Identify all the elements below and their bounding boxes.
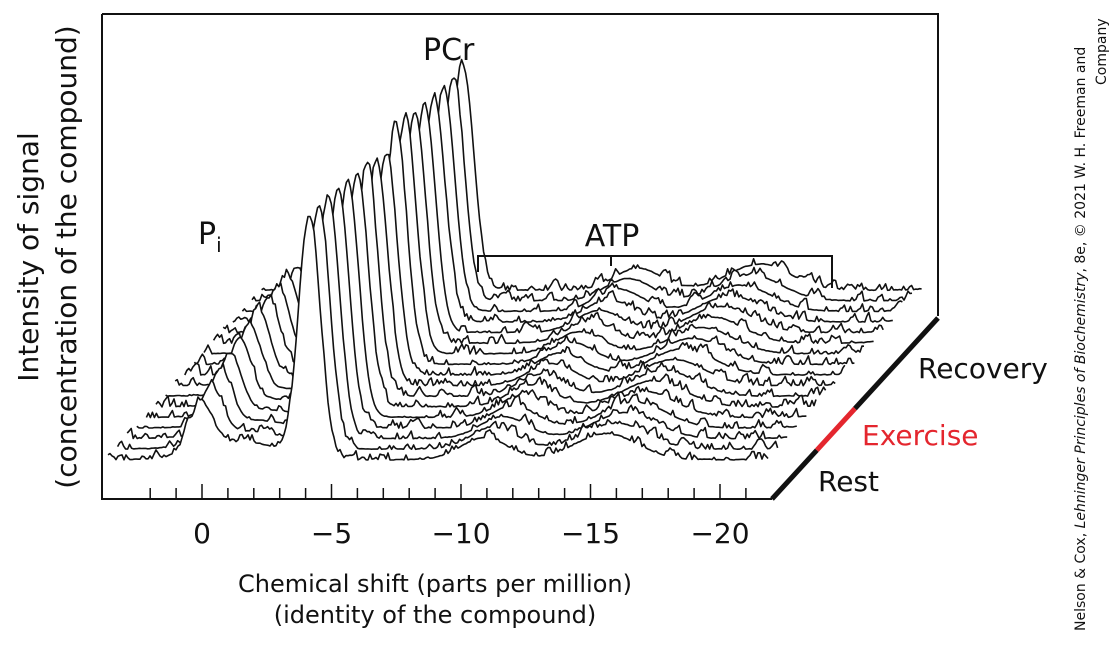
peak-label-pi: Pi [198,217,222,257]
time-axis-segment [853,316,940,411]
x-axis-ticks: 0 −5 −10 −15 −20 [149,484,750,550]
x-axis-title-line1: Chemical shift (parts per million) [238,570,632,598]
time-label-recovery: Recovery [918,352,1048,385]
frame-left-edge [101,14,772,500]
credit-line-1: Nelson & Cox, Lehninger Principles of Bi… [1073,47,1089,631]
time-axis-segment [814,406,857,452]
spectrum-line [145,178,807,419]
x-tick-label: −5 [311,517,352,550]
spectrum-line [116,205,779,451]
x-tick-label: −15 [561,517,620,550]
atp-bracket-line [477,255,833,288]
frame-top-edge [102,13,939,316]
spectrum-line [184,153,846,377]
time-label-exercise: Exercise [862,419,979,452]
spectrum-line [107,215,769,461]
y-axis-title-line1: Intensity of signal [12,132,45,381]
time-axis [770,316,940,501]
x-tick-label: 0 [193,517,211,550]
spectrum-line [174,157,836,387]
credit-line-2: Company [1094,18,1110,85]
spectrum-line [126,194,788,440]
spectrum-line [165,161,827,398]
chart-frame [101,13,939,500]
x-axis-title-line2: (identity of the compound) [274,601,597,629]
spectrum-line [136,187,797,430]
time-label-rest: Rest [818,465,879,498]
x-tick-label: −20 [690,517,749,550]
time-axis-segment [770,448,819,501]
y-axis-title-line2: (concentration of the compound) [50,25,83,488]
spectra-group [107,58,922,470]
x-tick-label: −10 [431,517,490,550]
peak-label-pcr: PCr [423,33,475,68]
atp-label: ATP [585,219,640,254]
atp-bracket [477,255,833,288]
spectrum-line [155,172,817,408]
